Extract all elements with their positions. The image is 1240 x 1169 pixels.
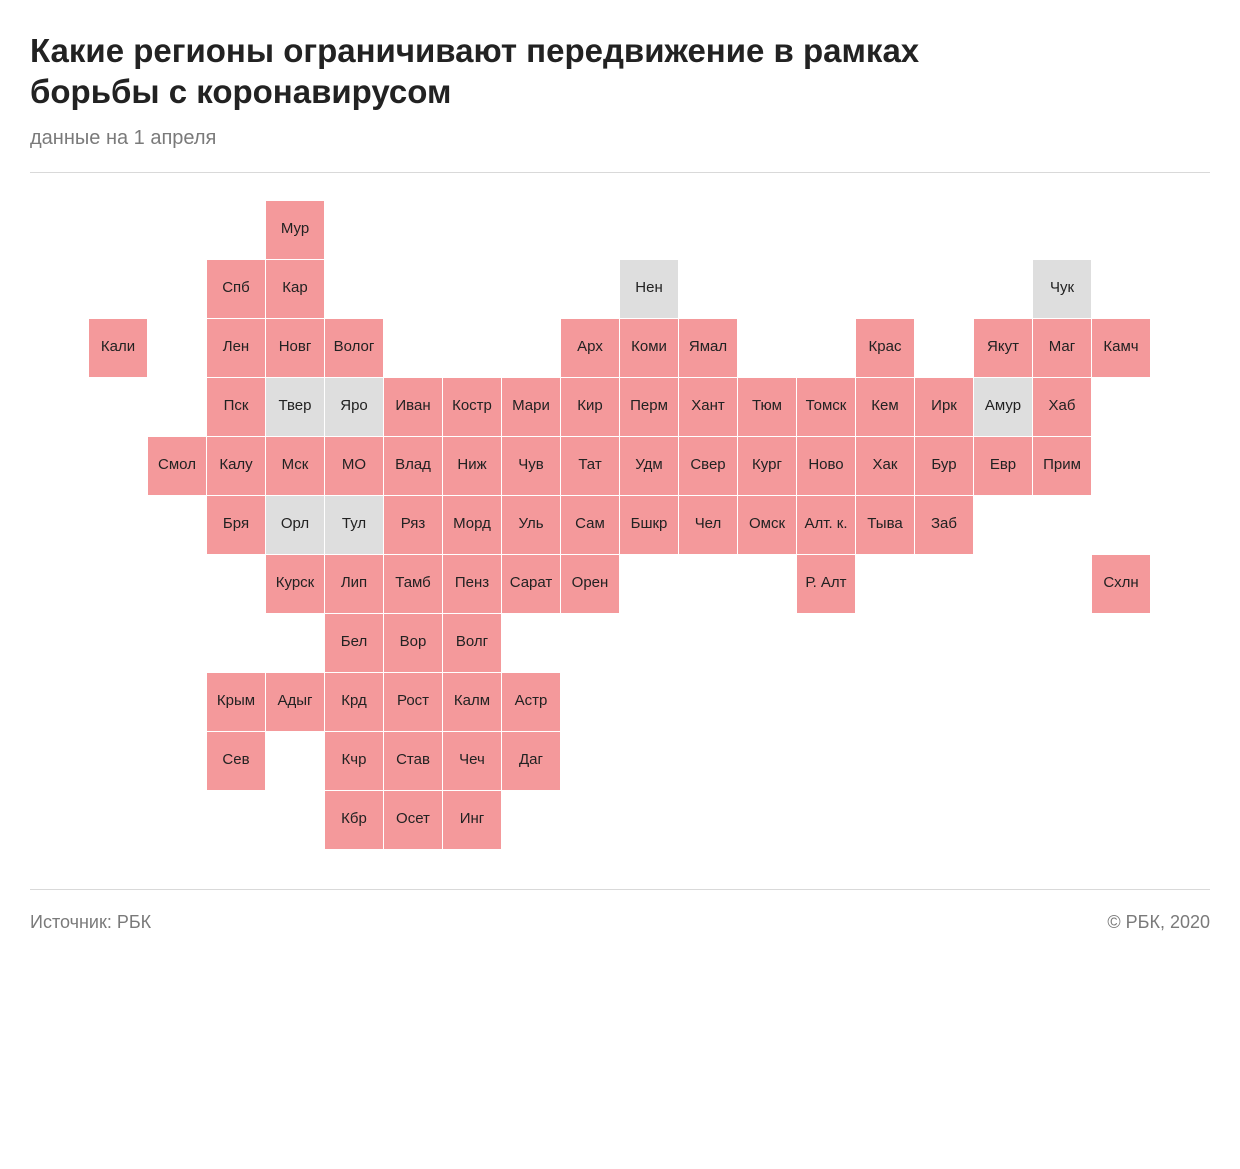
region-cell: Уль — [502, 496, 560, 554]
page-title: Какие регионы ограничивают передвижение … — [30, 30, 930, 113]
region-cell: Калу — [207, 437, 265, 495]
region-cell: Осет — [384, 791, 442, 849]
region-cell: Даг — [502, 732, 560, 790]
region-cell: Чув — [502, 437, 560, 495]
region-cell: Якут — [974, 319, 1032, 377]
region-cell: Астр — [502, 673, 560, 731]
region-cell: Хант — [679, 378, 737, 436]
region-cell: Кали — [89, 319, 147, 377]
region-cell: Заб — [915, 496, 973, 554]
region-cell: Морд — [443, 496, 501, 554]
region-cell: Арх — [561, 319, 619, 377]
region-cell: Ниж — [443, 437, 501, 495]
region-cell: Яро — [325, 378, 383, 436]
region-cell: Перм — [620, 378, 678, 436]
region-cell: Костр — [443, 378, 501, 436]
region-cell: Р. Алт — [797, 555, 855, 613]
region-cell: Волг — [443, 614, 501, 672]
region-cell: Калм — [443, 673, 501, 731]
region-cell: Томск — [797, 378, 855, 436]
region-cell: Амур — [974, 378, 1032, 436]
region-cell: Адыг — [266, 673, 324, 731]
region-cell: Рост — [384, 673, 442, 731]
region-cell: Орен — [561, 555, 619, 613]
region-cell: Хаб — [1033, 378, 1091, 436]
region-cell: Свер — [679, 437, 737, 495]
top-divider — [30, 172, 1210, 173]
region-cell: Тыва — [856, 496, 914, 554]
region-cell: Камч — [1092, 319, 1150, 377]
region-cell: Тюм — [738, 378, 796, 436]
cartogram: МурСпбКар Нен Чук Кали ЛенНовгВолог АрхКомиЯм… — [30, 201, 1210, 849]
region-cell: Курск — [266, 555, 324, 613]
region-cell: Орл — [266, 496, 324, 554]
region-cell: Ряз — [384, 496, 442, 554]
region-cell: Новг — [266, 319, 324, 377]
region-cell: Схлн — [1092, 555, 1150, 613]
region-cell: Мск — [266, 437, 324, 495]
region-cell: Крым — [207, 673, 265, 731]
region-cell: Хак — [856, 437, 914, 495]
region-cell: Удм — [620, 437, 678, 495]
region-cell: Прим — [1033, 437, 1091, 495]
region-cell: Бур — [915, 437, 973, 495]
source-label: Источник: РБК — [30, 912, 151, 933]
region-cell: Пенз — [443, 555, 501, 613]
region-cell: Маг — [1033, 319, 1091, 377]
region-cell: Став — [384, 732, 442, 790]
region-cell: Мари — [502, 378, 560, 436]
region-cell: Нен — [620, 260, 678, 318]
region-cell: Вор — [384, 614, 442, 672]
region-cell: Иван — [384, 378, 442, 436]
region-cell: Евр — [974, 437, 1032, 495]
region-cell: Чел — [679, 496, 737, 554]
region-cell: Лен — [207, 319, 265, 377]
region-cell: Ново — [797, 437, 855, 495]
region-cell: Лип — [325, 555, 383, 613]
region-cell: Твер — [266, 378, 324, 436]
region-cell: Сарат — [502, 555, 560, 613]
subtitle: данные на 1 апреля — [30, 127, 1210, 150]
region-cell: Кар — [266, 260, 324, 318]
region-cell: Тат — [561, 437, 619, 495]
region-cell: Ямал — [679, 319, 737, 377]
region-cell: Омск — [738, 496, 796, 554]
region-cell: Мур — [266, 201, 324, 259]
region-cell: Бел — [325, 614, 383, 672]
region-cell: Тамб — [384, 555, 442, 613]
region-cell: Кчр — [325, 732, 383, 790]
region-cell: Крд — [325, 673, 383, 731]
region-cell: Волог — [325, 319, 383, 377]
region-cell: Тул — [325, 496, 383, 554]
region-cell: Сам — [561, 496, 619, 554]
region-cell: Кбр — [325, 791, 383, 849]
region-cell: Кир — [561, 378, 619, 436]
region-cell: Инг — [443, 791, 501, 849]
cartogram-grid: МурСпбКар Нен Чук Кали ЛенНовгВолог АрхКомиЯм… — [30, 201, 1210, 849]
region-cell: Ирк — [915, 378, 973, 436]
region-cell: Бря — [207, 496, 265, 554]
footer: Источник: РБК © РБК, 2020 — [30, 912, 1210, 933]
region-cell: МО — [325, 437, 383, 495]
region-cell: Чук — [1033, 260, 1091, 318]
copyright: © РБК, 2020 — [1107, 912, 1210, 933]
region-cell: Чеч — [443, 732, 501, 790]
region-cell: Влад — [384, 437, 442, 495]
region-cell: Спб — [207, 260, 265, 318]
region-cell: Кем — [856, 378, 914, 436]
region-cell: Алт. к. — [797, 496, 855, 554]
bottom-divider — [30, 889, 1210, 890]
region-cell: Коми — [620, 319, 678, 377]
region-cell: Смол — [148, 437, 206, 495]
region-cell: Крас — [856, 319, 914, 377]
region-cell: Кург — [738, 437, 796, 495]
region-cell: Сев — [207, 732, 265, 790]
region-cell: Бшкр — [620, 496, 678, 554]
region-cell: Пск — [207, 378, 265, 436]
